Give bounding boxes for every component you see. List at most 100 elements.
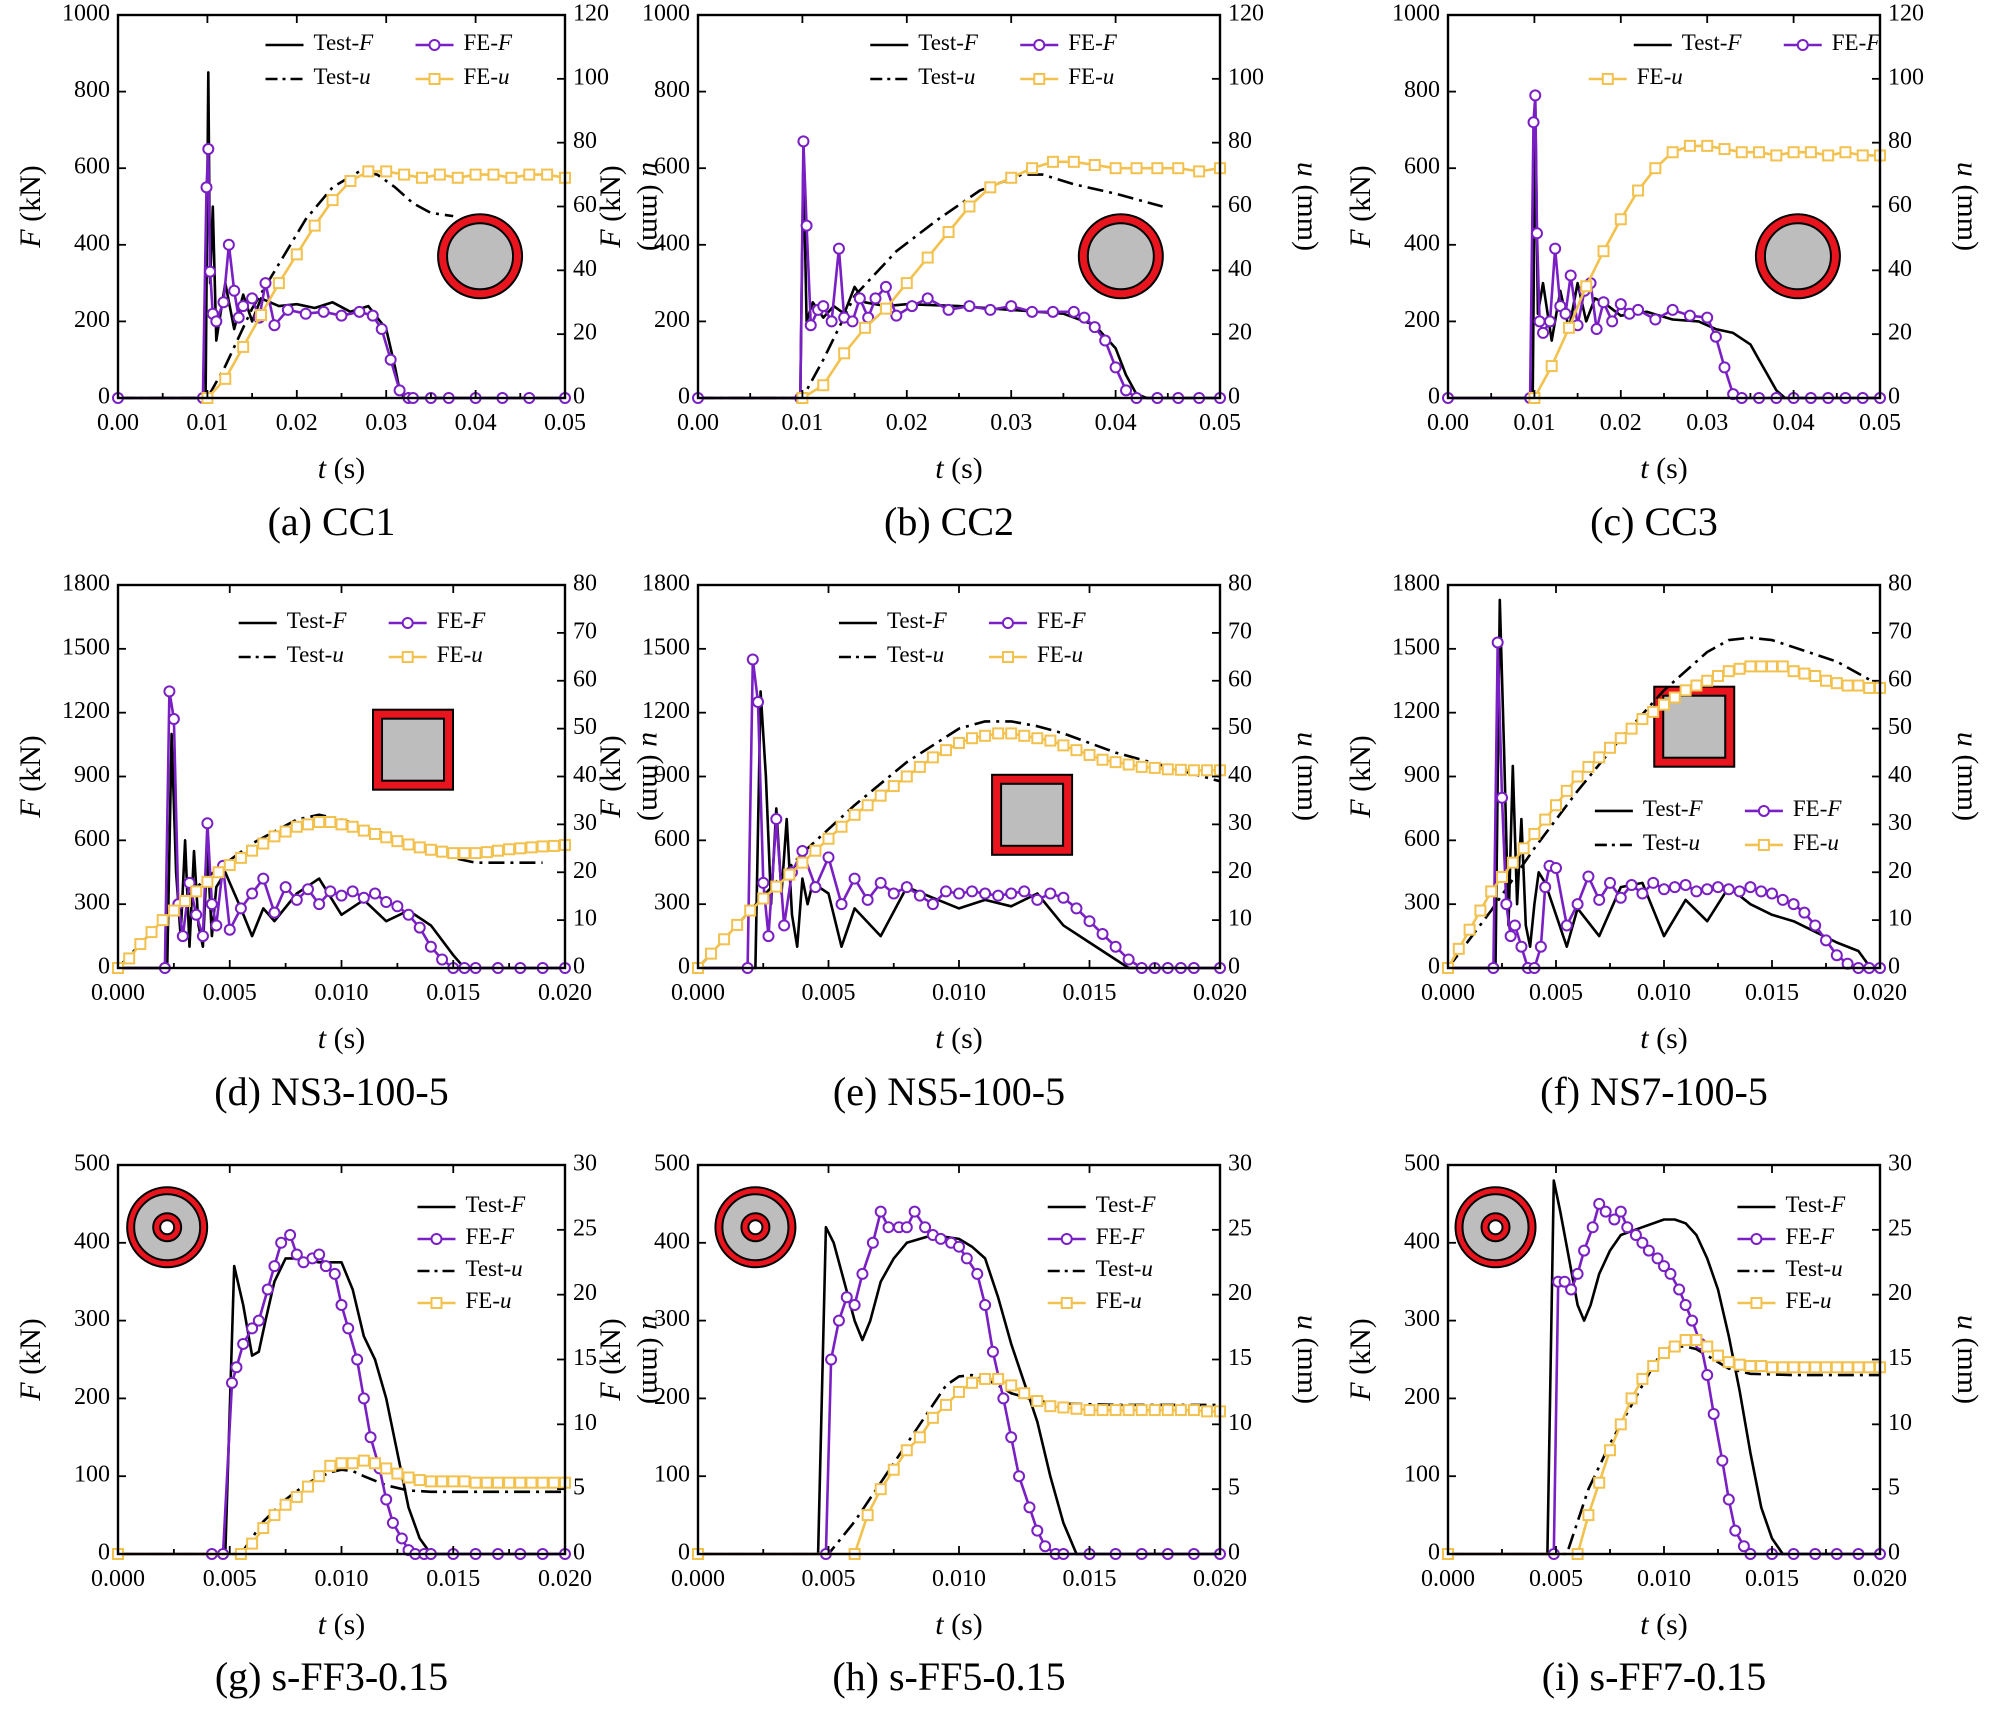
data-point: [817, 379, 830, 392]
legend-item: Test-u: [870, 64, 975, 89]
data-point: [1841, 1361, 1854, 1374]
y2-tick-label: 5: [573, 1475, 585, 1501]
y-tick-label: 200: [74, 307, 110, 333]
data-point: [380, 1462, 393, 1475]
data-point: [861, 893, 874, 906]
data-point: [1161, 763, 1174, 776]
data-point: [1586, 1221, 1599, 1234]
data-point: [971, 1267, 984, 1280]
x-tick-label: 0.020: [1853, 1566, 1907, 1592]
x-tick-label: 0.005: [802, 980, 856, 1006]
data-point: [222, 238, 235, 251]
data-point: [237, 1337, 250, 1350]
x-tick-label: 0.04: [1773, 410, 1815, 436]
data-point: [1863, 681, 1876, 694]
data-point: [196, 930, 209, 943]
data-point: [290, 820, 303, 833]
data-point: [1005, 1431, 1018, 1444]
x-tick-label: 0.00: [677, 410, 719, 436]
y-tick-label: 0: [1428, 954, 1440, 980]
series-test-u: [118, 1468, 565, 1556]
series-fe-f: [692, 135, 1226, 404]
y2-tick-label: 120: [573, 1, 609, 27]
legend: Test-F FE-F Test-u FE-u: [838, 608, 1086, 667]
data-point: [1636, 887, 1649, 900]
y-tick-label: 1000: [1392, 1, 1440, 27]
legend-item: FE-u: [1744, 830, 1839, 855]
data-point: [1766, 660, 1778, 673]
series-test-f: [118, 732, 565, 970]
plot-frame: [696, 583, 1222, 970]
x-tick-label: 0.000: [91, 1566, 145, 1592]
chart-caption: (i) s-FF7-0.15: [1542, 1654, 1766, 1699]
y2-tick-label: 0: [1888, 954, 1900, 980]
data-point: [234, 902, 247, 915]
legend-item: FE-u: [988, 642, 1083, 667]
data-point: [366, 309, 379, 322]
legend-marker: [1060, 1233, 1073, 1245]
x-tick-label: 0.005: [1529, 1566, 1583, 1592]
data-point: [123, 952, 136, 965]
data-point: [1733, 1358, 1746, 1371]
y2-tick-label: 0: [1228, 954, 1240, 980]
data-point: [1543, 315, 1556, 328]
data-point: [1044, 1400, 1057, 1413]
data-point: [514, 1476, 527, 1489]
x-tick-label: 0.015: [1745, 980, 1799, 1006]
y2-tick-label: 120: [1888, 1, 1924, 27]
data-point: [279, 1498, 292, 1511]
legend-marker: [1601, 73, 1614, 85]
y-axis-title: F (kN): [14, 165, 47, 248]
data-point: [1668, 1340, 1681, 1353]
data-point: [900, 770, 913, 783]
legend-label: Test-u: [287, 642, 344, 667]
data-point: [705, 947, 718, 960]
data-point: [887, 780, 900, 793]
data-point: [308, 219, 321, 232]
data-point: [190, 908, 203, 921]
data-point: [200, 181, 213, 194]
section-icon: [1754, 213, 1841, 300]
data-point: [1787, 146, 1800, 159]
data-point: [1096, 927, 1109, 940]
data-point: [380, 896, 393, 909]
data-point: [953, 1240, 965, 1253]
data-point: [1686, 1314, 1699, 1327]
legend-item: Test-u: [238, 642, 344, 667]
data-point: [346, 885, 359, 898]
data-point: [1130, 162, 1143, 175]
legend: Test-F FE-F Test-u FE-u: [870, 30, 1118, 89]
legend-item: Test-u: [1594, 830, 1700, 855]
data-point: [255, 309, 268, 322]
series-test-u: [1446, 636, 1881, 969]
data-point: [281, 303, 294, 316]
y-tick-label: 900: [1404, 762, 1440, 788]
data-point: [1571, 770, 1584, 783]
data-point: [1679, 1299, 1692, 1312]
legend-item: Test-F: [1737, 1192, 1846, 1217]
data-point: [1668, 881, 1681, 894]
x-tick-label: 0.01: [1513, 410, 1555, 436]
data-point: [313, 1248, 326, 1261]
data-point: [1109, 361, 1122, 374]
data-point: [179, 894, 192, 907]
y2-tick-label: 100: [1228, 64, 1264, 90]
data-point: [1005, 171, 1018, 184]
data-point: [402, 1471, 415, 1484]
data-point: [145, 926, 158, 939]
y2-tick-label: 20: [573, 1280, 597, 1306]
data-point: [1496, 791, 1508, 804]
legend-label: Test-F: [1643, 796, 1704, 821]
data-point: [879, 302, 892, 315]
legend-item: FE-F: [1737, 1224, 1835, 1249]
data-point: [301, 818, 314, 831]
data-point: [1753, 146, 1766, 159]
data-point: [1593, 1197, 1606, 1210]
data-point: [1122, 953, 1135, 966]
x-tick-label: 0.05: [1199, 410, 1241, 436]
y2-tick-label: 60: [1228, 666, 1252, 692]
data-point: [1172, 162, 1185, 175]
data-point: [487, 168, 500, 181]
data-point: [335, 889, 348, 902]
data-point: [1679, 684, 1692, 697]
